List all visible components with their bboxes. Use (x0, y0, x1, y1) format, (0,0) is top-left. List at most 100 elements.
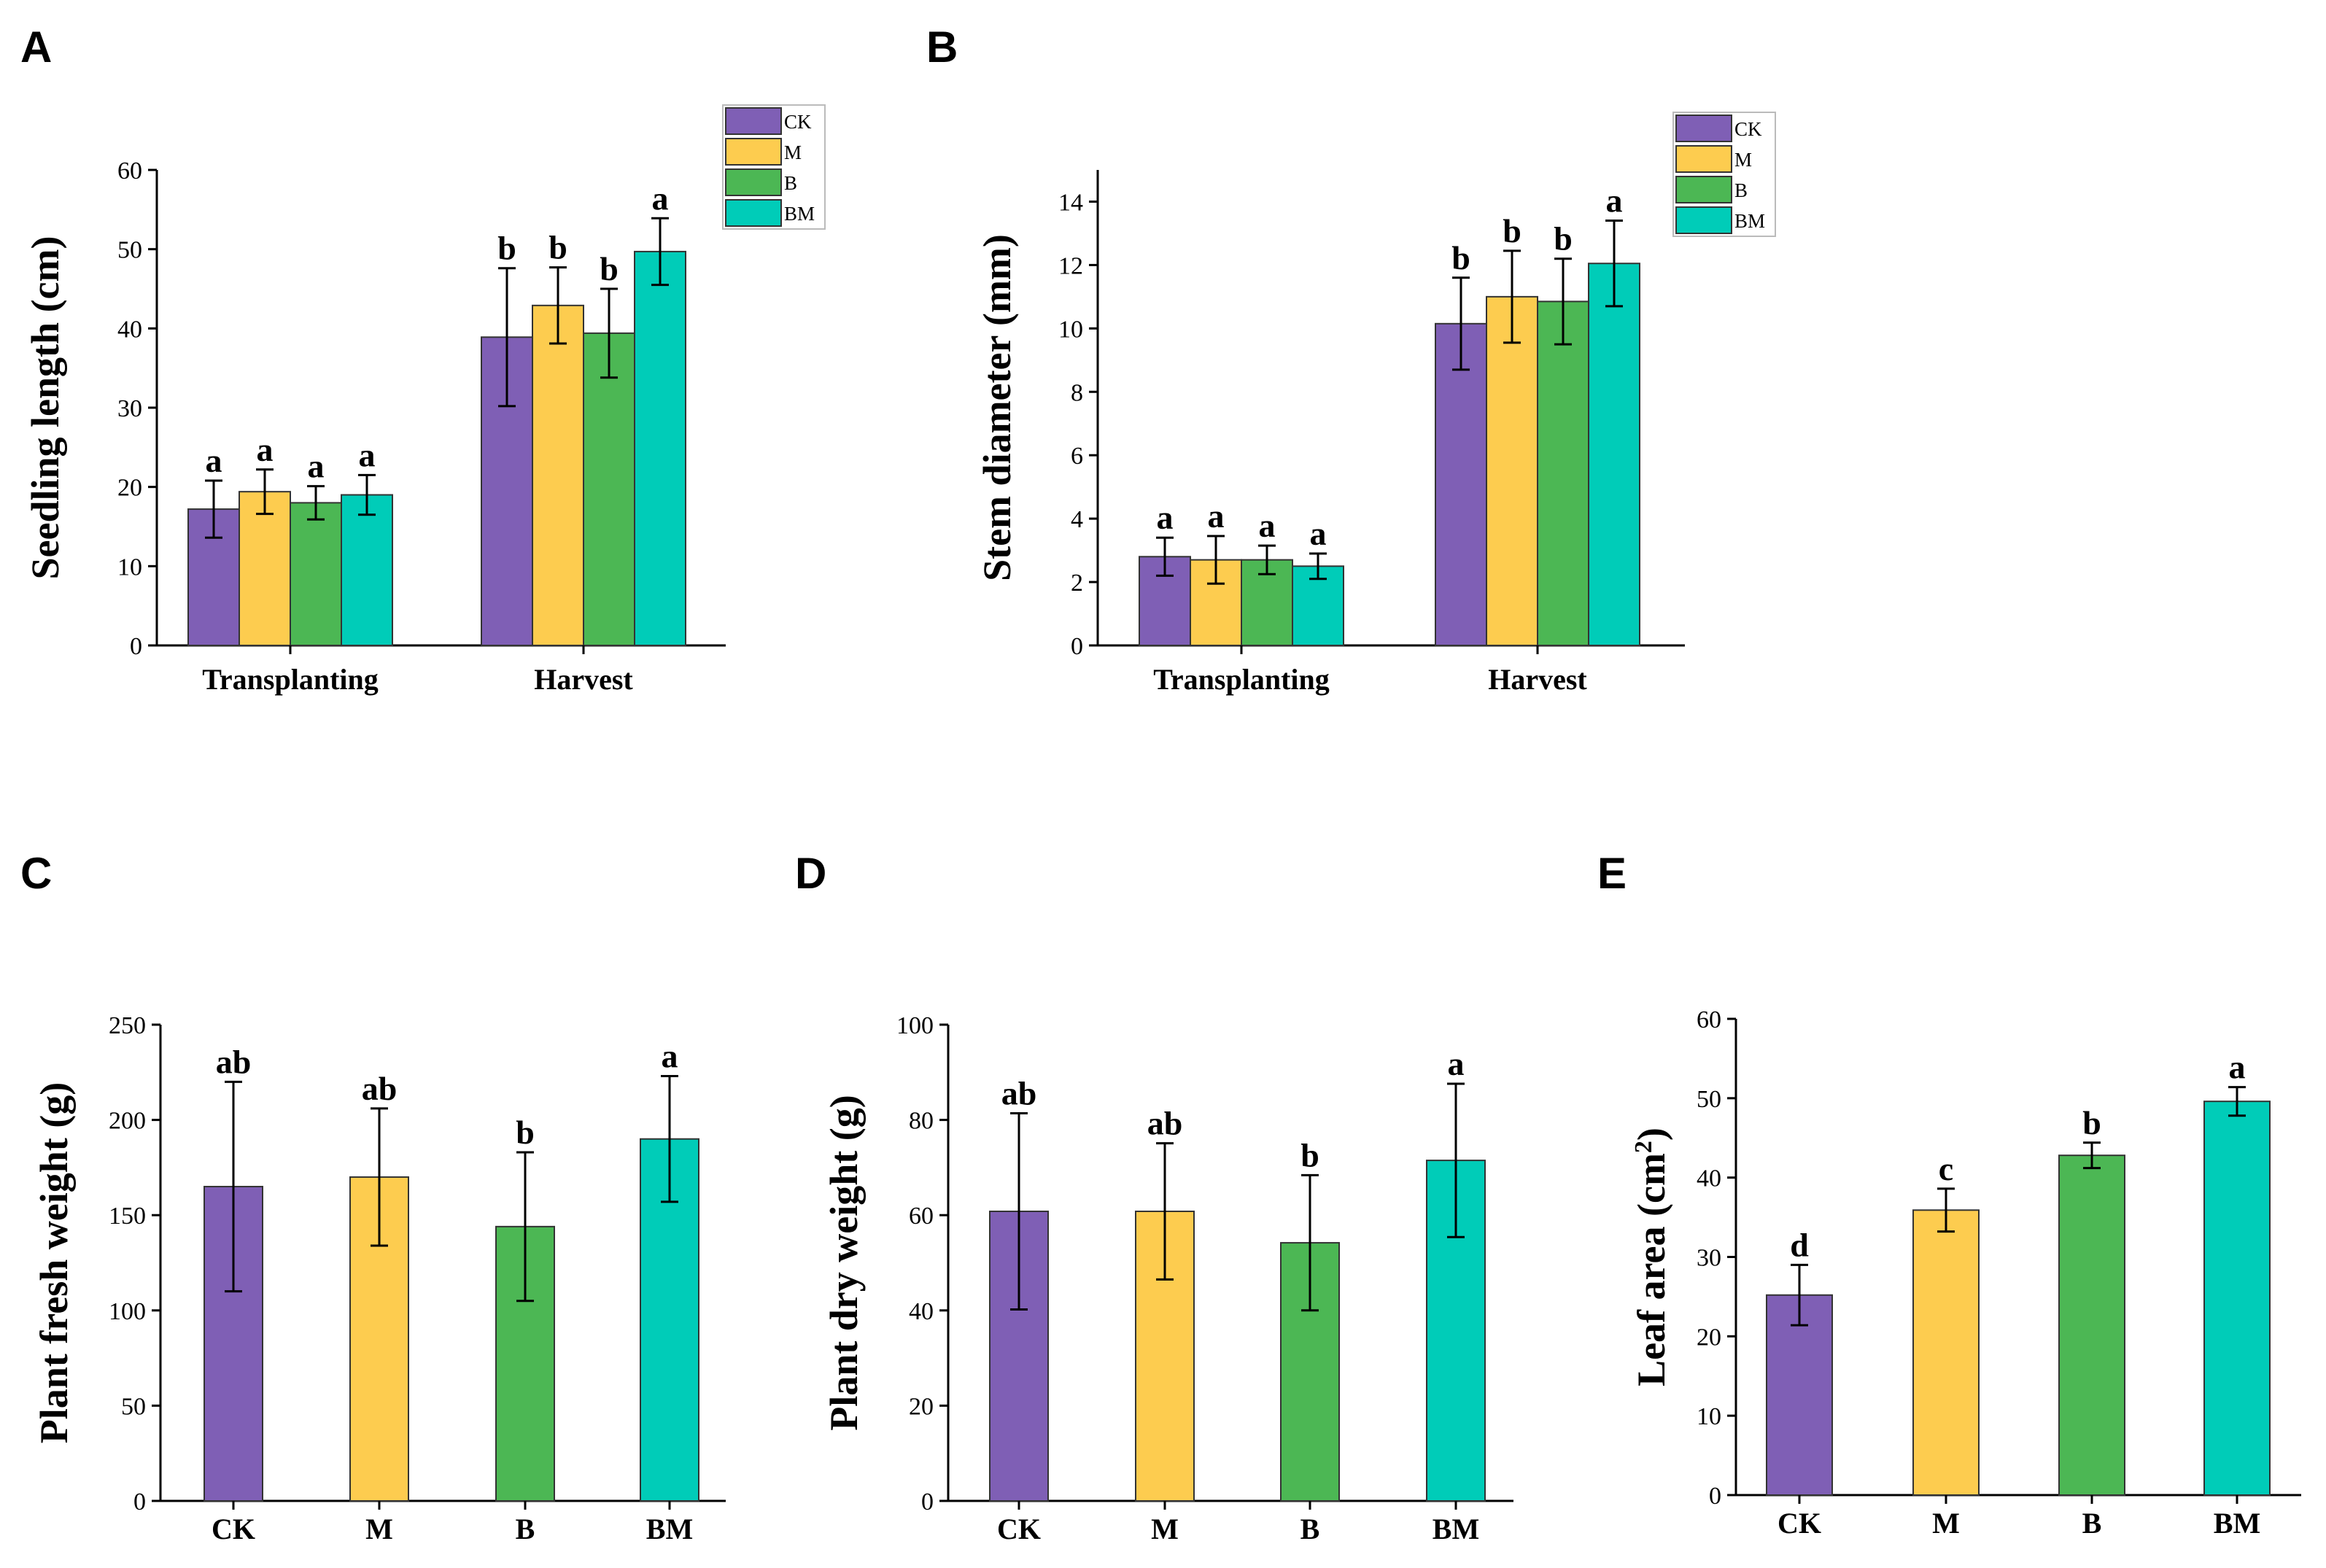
panel-b-significance-label: a (1606, 182, 1623, 220)
panel-c-x-tick-label: B (516, 1513, 535, 1545)
panel-b-x-tick-label: Harvest (1488, 663, 1587, 696)
panel-c-y-tick-label: 50 (121, 1393, 146, 1420)
panel-b-legend-swatch-bm (1675, 206, 1732, 234)
panel-a-y-tick-label: 30 (117, 395, 142, 422)
panel-a-legend: CK MB BM (722, 104, 826, 230)
panel-a-y-tick-label: 40 (117, 316, 142, 343)
panel-a-letter: A (20, 23, 52, 71)
panel-b-bar-bm (1588, 263, 1640, 646)
panel-d-x-tick-label: CK (997, 1513, 1041, 1545)
panel-a-legend-label: BM (784, 203, 815, 225)
panel-e-y-tick-label: 20 (1697, 1324, 1721, 1351)
panel-e-y-tick-label: 60 (1697, 1006, 1721, 1033)
panel-c-y-tick-label: 200 (109, 1108, 146, 1135)
panel-e-bar-m (1912, 1209, 1980, 1496)
panel-b-y-tick-label: 0 (1071, 633, 1083, 660)
panel-b-y-tick-label: 10 (1058, 316, 1083, 343)
panel-d-y-tick-label: 40 (909, 1298, 934, 1325)
panel-a-significance-label: a (206, 442, 222, 479)
panel-d-y-tick-label: 0 (921, 1489, 934, 1515)
panel-a-x-tick-label: Transplanting (202, 663, 379, 696)
panel-e-y-tick-label: 40 (1697, 1165, 1721, 1192)
panel-e-y-tick-label: 0 (1709, 1483, 1721, 1510)
panel-d-y-tick-label: 80 (909, 1108, 934, 1135)
panel-a-bar-m (532, 304, 584, 646)
panel-a-significance-label: b (548, 229, 567, 266)
panel-e-significance-label: c (1939, 1150, 1953, 1187)
panel-b-legend-swatch-ck (1675, 115, 1732, 142)
panel-b-significance-label: a (1208, 497, 1225, 535)
panel-d-y-tick-label: 60 (909, 1203, 934, 1230)
panel-e-y-tick-label: 10 (1697, 1403, 1721, 1430)
panel-a-y-title: Seedling length (cm) (23, 236, 67, 580)
panel-e-x-tick-label: BM (2214, 1507, 2260, 1540)
panel-a-significance-label: b (600, 250, 619, 287)
panel-a-bar-bm (634, 250, 686, 646)
panel-a-legend-label: CK (784, 111, 812, 133)
panel-b-y-tick-label: 6 (1071, 443, 1083, 470)
panel-b-legend-label: CK (1734, 118, 1762, 140)
panel-a-legend-label: M (784, 141, 802, 163)
panel-d-letter: D (795, 849, 826, 898)
panel-d-significance-label: ab (1001, 1074, 1037, 1111)
panel-c-y-title: Plant fresh weight (g) (32, 1082, 76, 1443)
panel-b-x-tick-label: Transplanting (1153, 663, 1330, 696)
panel-b-y-tick-label: 14 (1058, 189, 1083, 216)
panel-b-letter: B (926, 23, 958, 71)
panel-a-legend-swatch-ck (725, 107, 782, 135)
panel-c-significance-label: ab (362, 1070, 398, 1107)
panel-b-bar-b (1537, 300, 1589, 646)
panel-d-x-tick-label: M (1151, 1513, 1179, 1545)
panel-e-x-tick-label: CK (1778, 1507, 1821, 1540)
panel-d-significance-label: a (1448, 1045, 1465, 1082)
panel-e-significance-label: a (2229, 1049, 2246, 1086)
panel-b-y-tick-label: 2 (1071, 570, 1083, 597)
panel-b-significance-label: a (1310, 515, 1327, 552)
panel-a-bar-b (290, 502, 342, 647)
panel-c-significance-label: b (516, 1114, 535, 1151)
panel-a-legend-label: B (784, 172, 797, 194)
panel-e-y-tick-label: 50 (1697, 1086, 1721, 1113)
panel-b-y-tick-label: 4 (1071, 506, 1083, 533)
panel-c-x-tick-label: M (365, 1513, 393, 1545)
panel-d-y-title: Plant dry weight (g) (822, 1095, 866, 1430)
panel-a-legend-swatch-b (725, 168, 782, 196)
panel-e-significance-label: b (2082, 1104, 2101, 1141)
panel-d-y-tick-label: 100 (896, 1012, 934, 1039)
panel-b-significance-label: a (1259, 507, 1276, 544)
panel-e-x-tick-label: B (2082, 1507, 2102, 1540)
panel-c-x-tick-label: CK (212, 1513, 255, 1545)
panel-c-letter: C (20, 849, 52, 898)
panel-e-y-title-superscript: 2 (1630, 1141, 1657, 1153)
panel-a-significance-label: a (308, 448, 325, 485)
panel-e-y-title-suffix: ) (1629, 1128, 1673, 1141)
panel-b-bar-ck (1435, 322, 1487, 646)
panel-a-significance-label: a (257, 431, 274, 468)
panel-b-significance-label: b (1503, 212, 1521, 249)
panel-a-y-tick-label: 20 (117, 475, 142, 502)
panel-a-significance-label: a (652, 179, 669, 217)
panel-e-bar-b (2058, 1154, 2125, 1497)
panel-a-y-tick-label: 50 (117, 237, 142, 264)
panel-c-y-tick-label: 0 (133, 1489, 146, 1515)
panel-b-legend-swatch-b (1675, 176, 1732, 203)
panel-a-bar-b (583, 332, 635, 646)
panel-d-x-tick-label: BM (1433, 1513, 1479, 1545)
panel-a-bar-bm (341, 494, 393, 646)
panel-c-significance-label: a (662, 1038, 678, 1075)
panel-b-significance-label: a (1157, 499, 1174, 536)
panel-a-legend-swatch-bm (725, 199, 782, 227)
panel-e-bar-ck (1766, 1294, 1833, 1496)
panel-d-x-tick-label: B (1300, 1513, 1320, 1545)
panel-e-significance-label: d (1790, 1226, 1809, 1263)
panel-a-legend-swatch-m (725, 138, 782, 166)
panel-b-y-title: Stem diameter (mm) (975, 234, 1019, 581)
panel-a-significance-label: b (497, 230, 516, 267)
panel-c-significance-label: ab (216, 1043, 252, 1080)
panel-b-legend-label: BM (1734, 210, 1765, 232)
